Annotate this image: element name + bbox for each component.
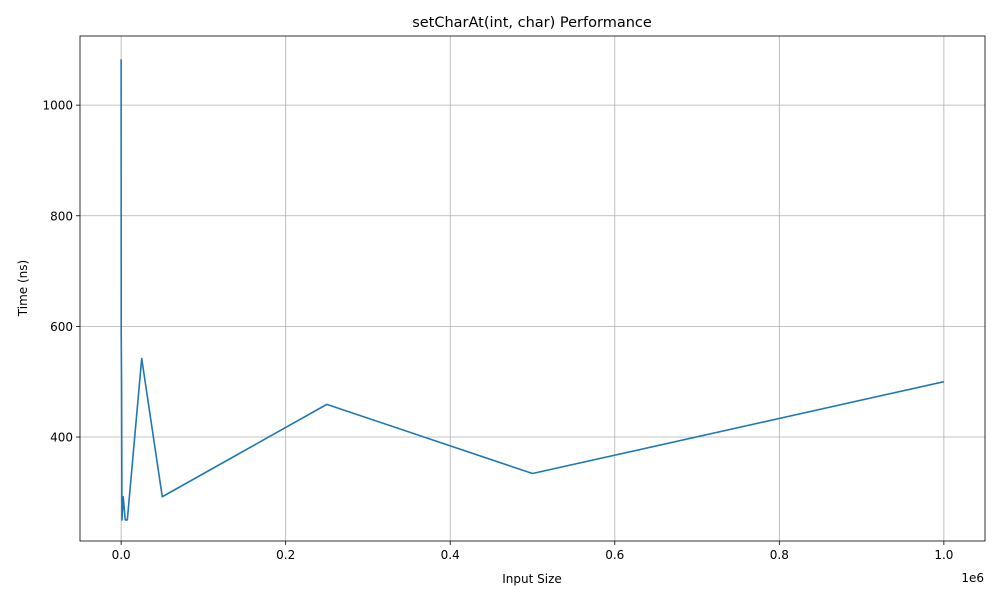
y-tick-label: 400: [50, 431, 73, 445]
y-axis-label: Time (ns): [16, 260, 30, 317]
y-tick-label: 600: [50, 320, 73, 334]
y-tick-label: 1000: [42, 99, 73, 113]
x-axis-label: Input Size: [502, 572, 562, 586]
y-tick-label: 800: [50, 209, 73, 223]
plot-frame: [79, 35, 986, 542]
x-tick-label: 0.4: [441, 548, 460, 562]
grid-lines: [80, 36, 985, 541]
series-layer: [120, 59, 945, 521]
chart-title: setCharAt(int, char) Performance: [412, 15, 652, 31]
axis-ticks: 0.0 0.2 0.4 0.6 0.8 1.0 400 600 800 1000: [42, 99, 953, 562]
x-tick-label: 1.0: [934, 548, 953, 562]
x-axis-offset-label: 1e6: [961, 571, 984, 585]
x-tick-label: 0.8: [770, 548, 789, 562]
x-tick-label: 0.0: [112, 548, 131, 562]
x-tick-label: 0.6: [605, 548, 624, 562]
x-tick-label: 0.2: [276, 548, 295, 562]
series-line: [120, 59, 945, 521]
